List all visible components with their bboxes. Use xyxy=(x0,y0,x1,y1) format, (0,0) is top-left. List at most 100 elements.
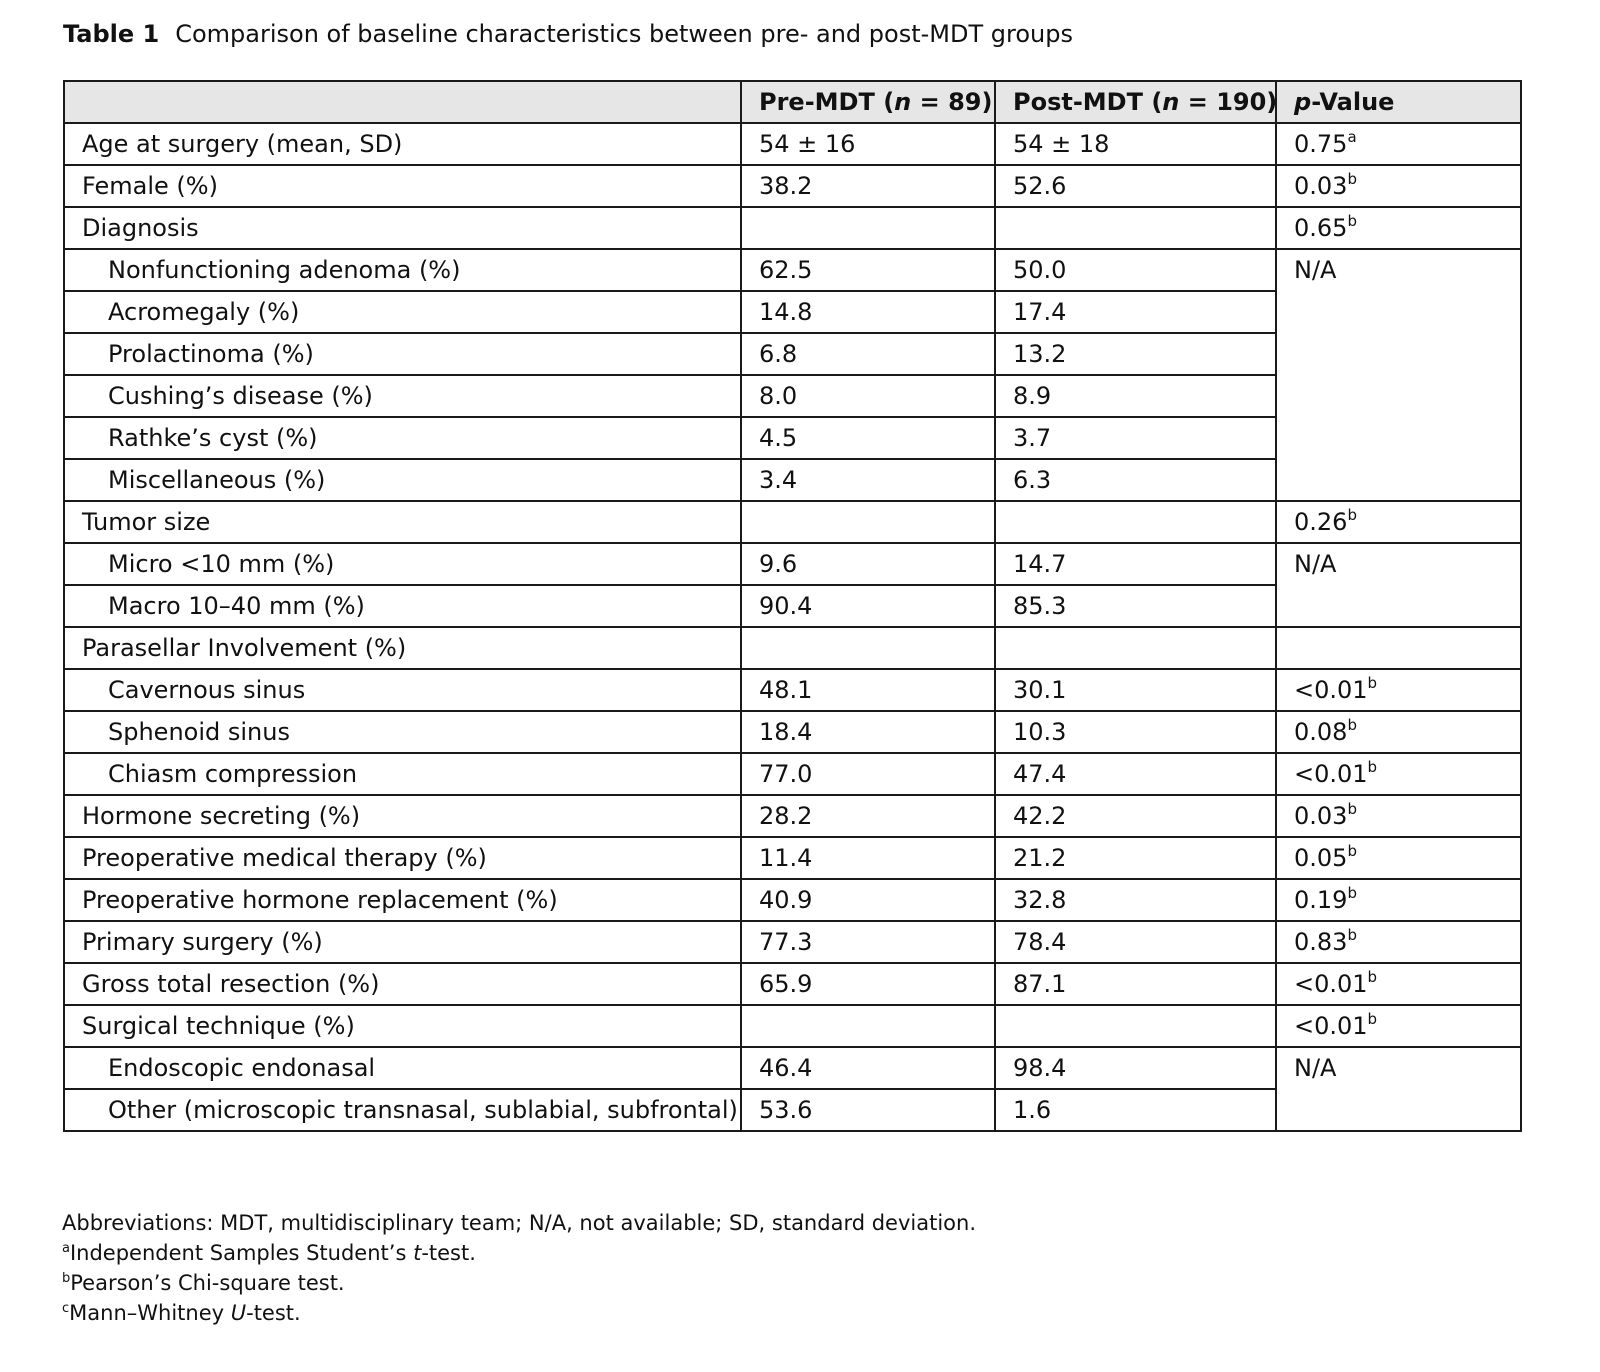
cell-post-mdt: 85.3 xyxy=(994,584,1277,628)
table-row: Primary surgery (%) 77.3 78.4 0.83b xyxy=(63,920,1522,964)
cell-p-value: N/A xyxy=(1275,1046,1522,1132)
header-pre-mdt-n: n xyxy=(894,88,912,116)
header-characteristic xyxy=(63,80,742,124)
table-row: Parasellar Involvement (%) xyxy=(63,626,1522,670)
cell-pre-mdt: 46.4 xyxy=(740,1046,996,1090)
footnote-a-text-prefix: Independent Samples Student’s xyxy=(69,1241,414,1265)
table-row: Female (%) 38.2 52.6 0.03b xyxy=(63,164,1522,208)
table-row: Other (microscopic transnasal, sublabial… xyxy=(63,1088,1521,1132)
cell-pre-mdt: 90.4 xyxy=(740,584,996,628)
p-value-text: 0.75 xyxy=(1294,130,1348,158)
row-label: Diagnosis xyxy=(63,206,742,250)
cell-pre-mdt: 62.5 xyxy=(740,248,996,292)
cell-post-mdt: 87.1 xyxy=(994,962,1277,1006)
table-row: Preoperative hormone replacement (%) 40.… xyxy=(63,878,1522,922)
table-row: Cushing’s disease (%) 8.0 8.9 xyxy=(63,374,1521,418)
footnote-marker: b xyxy=(1367,968,1378,986)
row-label: Sphenoid sinus xyxy=(63,710,742,754)
footnote-a-text-suffix: -test. xyxy=(421,1241,476,1265)
cell-p-value: <0.01b xyxy=(1275,668,1522,712)
footnote-marker: b xyxy=(1367,1010,1378,1028)
cell-pre-mdt: 53.6 xyxy=(740,1088,996,1132)
header-post-mdt: Post-MDT (n = 190) xyxy=(994,80,1278,124)
table-row: Surgical technique (%) <0.01b xyxy=(63,1004,1522,1048)
cell-post-mdt: 13.2 xyxy=(994,332,1277,376)
cell-pre-mdt xyxy=(740,500,996,544)
header-post-mdt-n: n xyxy=(1162,88,1180,116)
footnote-abbreviations: Abbreviations: MDT, multidisciplinary te… xyxy=(62,1211,976,1235)
cell-pre-mdt: 38.2 xyxy=(740,164,996,208)
header-p-italic: p xyxy=(1294,88,1312,116)
cell-pre-mdt: 11.4 xyxy=(740,836,996,880)
table-caption-label: Table 1 xyxy=(63,20,160,48)
cell-post-mdt: 6.3 xyxy=(994,458,1277,502)
footnote-c: cMann–Whitney U-test. xyxy=(62,1298,976,1328)
footnote-marker: a xyxy=(1347,128,1357,146)
p-value-text: 0.26 xyxy=(1294,508,1348,536)
cell-pre-mdt: 40.9 xyxy=(740,878,996,922)
row-label: Surgical technique (%) xyxy=(63,1004,742,1048)
row-label: Prolactinoma (%) xyxy=(63,332,742,376)
cell-post-mdt: 14.7 xyxy=(994,542,1277,586)
cell-p-value: 0.26b xyxy=(1275,500,1522,544)
cell-post-mdt xyxy=(994,1004,1277,1048)
cell-p-value: N/A xyxy=(1275,542,1522,628)
header-pre-mdt: Pre-MDT (n = 89) xyxy=(740,80,996,124)
cell-p-value: 0.19b xyxy=(1275,878,1522,922)
p-value-text: <0.01 xyxy=(1294,760,1368,788)
table-row: Acromegaly (%) 14.8 17.4 xyxy=(63,290,1521,334)
row-label: Rathke’s cyst (%) xyxy=(63,416,742,460)
footnote-marker: b xyxy=(1367,674,1378,692)
cell-pre-mdt: 65.9 xyxy=(740,962,996,1006)
table-row: Micro <10 mm (%) 9.6 14.7 N/A xyxy=(63,542,1522,628)
header-p-rest: -Value xyxy=(1311,88,1395,116)
footnote-c-text-suffix: -test. xyxy=(246,1301,301,1325)
row-label: Other (microscopic transnasal, sublabial… xyxy=(63,1088,742,1132)
footnote-c-text-prefix: Mann–Whitney xyxy=(69,1301,231,1325)
row-label: Age at surgery (mean, SD) xyxy=(63,122,742,166)
table-caption: Table 1 Comparison of baseline characteri… xyxy=(63,18,1073,50)
row-label: Cushing’s disease (%) xyxy=(63,374,742,418)
cell-post-mdt: 50.0 xyxy=(994,248,1277,292)
header-post-mdt-prefix: Post-MDT ( xyxy=(1013,88,1163,116)
p-value-text: 0.19 xyxy=(1294,886,1348,914)
footnote-b-text: Pearson’s Chi-square test. xyxy=(70,1271,345,1295)
table-row: Cavernous sinus 48.1 30.1 <0.01b xyxy=(63,668,1522,712)
row-label: Acromegaly (%) xyxy=(63,290,742,334)
footnote-marker: b xyxy=(1347,212,1357,230)
table-row: Gross total resection (%) 65.9 87.1 <0.0… xyxy=(63,962,1522,1006)
table-row: Sphenoid sinus 18.4 10.3 0.08b xyxy=(63,710,1522,754)
cell-p-value: <0.01b xyxy=(1275,752,1522,796)
cell-pre-mdt xyxy=(740,206,996,250)
cell-post-mdt: 1.6 xyxy=(994,1088,1277,1132)
header-pre-mdt-prefix: Pre-MDT ( xyxy=(759,88,895,116)
p-value-text: <0.01 xyxy=(1294,970,1368,998)
baseline-characteristics-table: Pre-MDT (n = 89) Post-MDT (n = 190) p-Va… xyxy=(63,80,1522,1132)
table-body: Age at surgery (mean, SD) 54 ± 16 54 ± 1… xyxy=(63,122,1522,1132)
cell-pre-mdt: 54 ± 16 xyxy=(740,122,996,166)
footnote-marker: b xyxy=(1347,884,1357,902)
table-header-row: Pre-MDT (n = 89) Post-MDT (n = 190) p-Va… xyxy=(63,80,1522,124)
header-pre-mdt-suffix: = 89) xyxy=(911,88,993,116)
cell-p-value: 0.08b xyxy=(1275,710,1522,754)
cell-post-mdt xyxy=(994,626,1277,670)
footnote-a-text-italic: t xyxy=(413,1241,422,1265)
p-value-text: 0.05 xyxy=(1294,844,1348,872)
footnote-marker: b xyxy=(1367,758,1378,776)
cell-p-value: <0.01b xyxy=(1275,1004,1522,1048)
cell-pre-mdt: 4.5 xyxy=(740,416,996,460)
footnote-marker: b xyxy=(1347,506,1357,524)
cell-post-mdt xyxy=(994,206,1277,250)
cell-p-value: 0.03b xyxy=(1275,164,1522,208)
footnote-marker: b xyxy=(1347,170,1357,188)
table-row: Preoperative medical therapy (%) 11.4 21… xyxy=(63,836,1522,880)
row-label: Cavernous sinus xyxy=(63,668,742,712)
p-value-text: 0.03 xyxy=(1294,172,1348,200)
header-post-mdt-suffix: = 190) xyxy=(1179,88,1278,116)
footnote-c-text-italic: U xyxy=(230,1301,247,1325)
cell-post-mdt: 17.4 xyxy=(994,290,1277,334)
table-row: Prolactinoma (%) 6.8 13.2 xyxy=(63,332,1521,376)
cell-p-value: 0.83b xyxy=(1275,920,1522,964)
row-label: Macro 10–40 mm (%) xyxy=(63,584,742,628)
footnote-marker: b xyxy=(1347,800,1357,818)
